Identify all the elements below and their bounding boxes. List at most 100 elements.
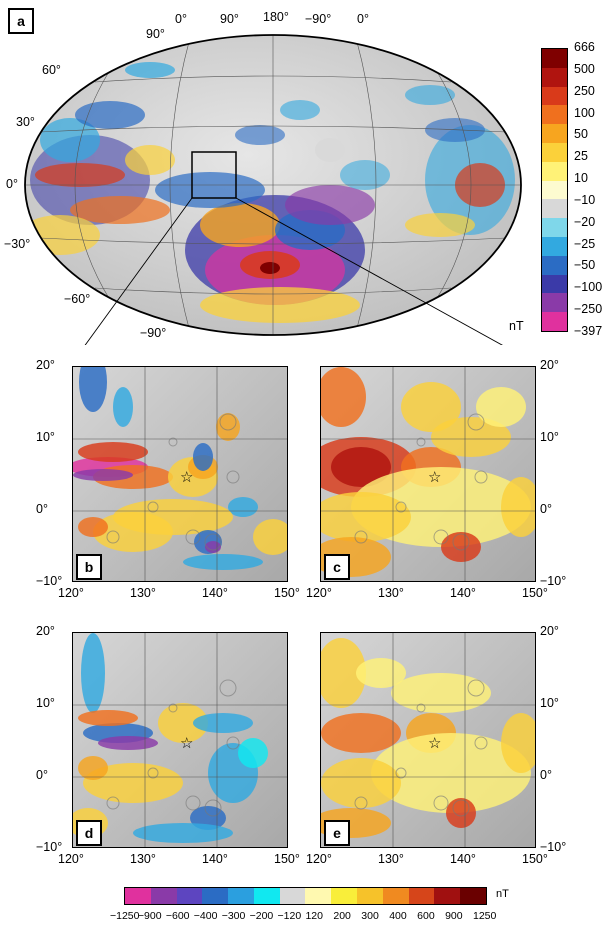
anomaly-overlay — [25, 62, 515, 323]
colorbar-swatch — [460, 888, 486, 904]
lat-label: 90° — [146, 27, 165, 41]
colorbar-swatch — [542, 218, 567, 237]
colorbar-tick-label: −1250 — [110, 910, 140, 922]
lon-label: 140° — [202, 852, 228, 866]
colorbar-tick-label: 25 — [574, 149, 588, 164]
lon-label: 140° — [450, 852, 476, 866]
colorbar-tick-label: −600 — [165, 910, 190, 922]
colorbar-tick-label: −50 — [574, 258, 596, 273]
colorbar-swatch — [542, 161, 567, 181]
colorbar-tick-label: −120 — [277, 910, 302, 922]
star-icon: ☆ — [180, 735, 194, 752]
panel-label-c: c — [324, 554, 350, 580]
regional-map-c — [320, 366, 536, 582]
lat-label: −10° — [36, 840, 63, 854]
lon-label: 140° — [450, 586, 476, 600]
star-icon: ☆ — [428, 469, 442, 486]
lat-label: 0° — [540, 502, 552, 516]
regional-map-d — [72, 632, 288, 848]
colorbar-tick-label: 10 — [574, 171, 588, 186]
colorbar-swatch — [408, 888, 435, 904]
global-magnetic-map — [24, 34, 522, 345]
lat-label: 10° — [540, 696, 559, 710]
horizontal-colorbar — [124, 887, 487, 905]
zoom-connector-left — [84, 197, 193, 345]
vertical-colorbar — [541, 48, 568, 332]
colorbar-swatch — [542, 293, 567, 313]
lon-label: 120° — [58, 852, 84, 866]
colorbar-tick-label: 500 — [574, 61, 595, 76]
lon-label: 150° — [522, 586, 548, 600]
colorbar-swatch — [542, 312, 567, 331]
lat-label: 20° — [540, 624, 559, 638]
lon-label: 130° — [378, 586, 404, 600]
colorbar-tick-label: 100 — [574, 105, 595, 120]
colorbar-swatch — [542, 236, 567, 256]
colorbar-swatch — [331, 888, 358, 904]
star-icon: ☆ — [428, 735, 442, 752]
colorbar-swatch — [542, 180, 567, 200]
colorbar-swatch — [542, 142, 567, 162]
lon-label: 0° — [175, 12, 187, 26]
colorbar-swatch — [176, 888, 203, 904]
colorbar-swatch — [253, 888, 280, 904]
colorbar-swatch — [228, 888, 254, 904]
colorbar-swatch — [542, 124, 567, 143]
colorbar-swatch — [150, 888, 177, 904]
colorbar-swatch — [434, 888, 461, 904]
panel-label-d: d — [76, 820, 102, 846]
lon-label: 130° — [130, 852, 156, 866]
colorbar-tick-label: −100 — [574, 280, 603, 295]
lat-label: 0° — [540, 768, 552, 782]
lat-label: −10° — [36, 574, 63, 588]
colorbar-swatch — [382, 888, 409, 904]
lon-label: 90° — [220, 12, 239, 26]
panel-label-a: a — [8, 8, 34, 34]
colorbar-swatch — [305, 888, 332, 904]
panel-label-b: b — [76, 554, 102, 580]
colorbar-tick-label: −25 — [574, 236, 596, 251]
graticule — [25, 35, 521, 335]
regional-map-b — [72, 366, 288, 582]
colorbar-tick-label: 900 — [445, 910, 463, 922]
lat-label: 20° — [36, 358, 55, 372]
lat-label: 20° — [540, 358, 559, 372]
lon-label: 180° — [263, 10, 289, 24]
colorbar-tick-label: 250 — [574, 83, 595, 98]
lat-label: 0° — [6, 177, 18, 191]
colorbar-tick-label: −397 — [574, 324, 603, 338]
colorbar-swatch — [357, 888, 383, 904]
colorbar-swatch — [279, 888, 306, 904]
colorbar-tick-label: −300 — [221, 910, 246, 922]
colorbar-tick-label: 120 — [305, 910, 323, 922]
colorbar-swatch — [542, 105, 567, 125]
colorbar-tick-label: 300 — [361, 910, 379, 922]
lon-label: −90° — [305, 12, 332, 26]
colorbar-tick-label: 50 — [574, 127, 588, 142]
zoom-connector-right — [235, 197, 503, 345]
colorbar-swatch — [125, 888, 151, 904]
lat-label: 10° — [540, 430, 559, 444]
colorbar-tick-label: −200 — [249, 910, 274, 922]
colorbar-tick-label: 1250 — [473, 910, 497, 922]
panel-label-e: e — [324, 820, 350, 846]
colorbar-swatch — [542, 255, 567, 275]
colorbar-tick-label: −900 — [137, 910, 162, 922]
lat-label: −60° — [64, 292, 91, 306]
lat-label: 30° — [16, 115, 35, 129]
lat-label: 10° — [36, 696, 55, 710]
lon-label: 120° — [306, 586, 332, 600]
lon-label: 120° — [58, 586, 84, 600]
lon-label: 120° — [306, 852, 332, 866]
colorbar-swatch — [202, 888, 229, 904]
colorbar-tick-label: −400 — [193, 910, 218, 922]
colorbar-swatch — [542, 274, 567, 294]
colorbar-tick-label: 600 — [417, 910, 435, 922]
lon-label: 130° — [130, 586, 156, 600]
lat-label: 0° — [36, 768, 48, 782]
colorbar-tick-label: −10 — [574, 192, 596, 207]
lat-label: −30° — [4, 237, 31, 251]
colorbar-swatch — [542, 199, 567, 219]
lat-label: 0° — [36, 502, 48, 516]
lat-label: 60° — [42, 63, 61, 77]
